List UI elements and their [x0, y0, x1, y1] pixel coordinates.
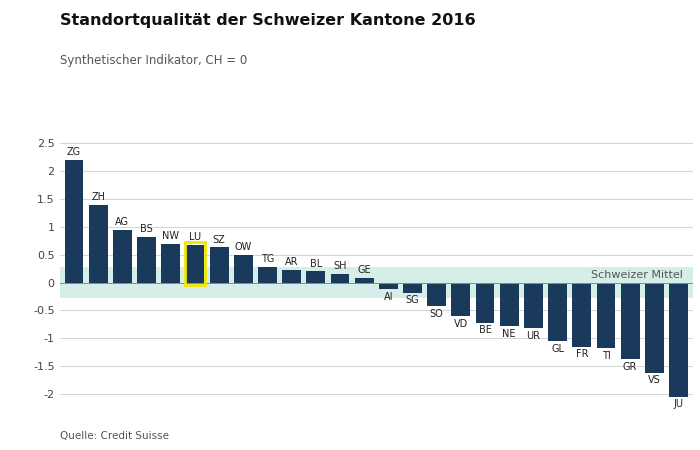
Bar	[452, 283, 470, 316]
Text: TI: TI	[601, 351, 610, 361]
Bar	[307, 271, 326, 283]
Text: ZH: ZH	[91, 192, 105, 202]
Text: AG: AG	[116, 217, 130, 227]
Text: UR: UR	[526, 331, 540, 341]
Text: Standortqualität der Schweizer Kantone 2016: Standortqualität der Schweizer Kantone 2…	[60, 14, 475, 28]
Bar	[282, 270, 301, 283]
Bar	[330, 274, 349, 283]
Text: GL: GL	[551, 344, 564, 354]
Bar	[161, 243, 180, 283]
Bar	[427, 283, 446, 306]
Bar	[524, 283, 542, 328]
Bar	[355, 278, 374, 283]
Bar	[185, 243, 205, 285]
Text: BL: BL	[309, 259, 322, 269]
Bar	[234, 255, 253, 283]
Bar	[500, 283, 519, 326]
Text: Schweizer Mittel: Schweizer Mittel	[592, 270, 683, 280]
Text: NW: NW	[162, 231, 179, 241]
Bar	[645, 283, 664, 373]
Bar	[64, 160, 83, 283]
Text: VD: VD	[454, 319, 468, 328]
Bar	[596, 283, 615, 348]
Bar	[137, 237, 156, 283]
Bar	[475, 283, 494, 323]
Bar	[573, 283, 591, 346]
Bar	[379, 283, 398, 289]
Text: SZ: SZ	[213, 234, 225, 245]
Bar	[403, 283, 422, 293]
Bar	[113, 230, 132, 283]
Text: OW: OW	[234, 242, 252, 252]
Bar	[210, 248, 228, 283]
Text: Synthetischer Indikator, CH = 0: Synthetischer Indikator, CH = 0	[60, 54, 246, 67]
Text: AR: AR	[285, 257, 298, 267]
Bar	[60, 267, 693, 298]
Text: ZG: ZG	[67, 147, 81, 157]
Bar	[258, 267, 277, 283]
Text: TG: TG	[261, 254, 274, 264]
Text: GE: GE	[357, 266, 371, 275]
Bar	[548, 283, 567, 341]
Bar	[621, 283, 640, 360]
Text: BE: BE	[479, 325, 491, 335]
Text: GR: GR	[623, 362, 637, 372]
Text: VS: VS	[648, 375, 661, 386]
Text: SH: SH	[333, 261, 346, 271]
Text: FR: FR	[575, 349, 588, 360]
Text: Quelle: Credit Suisse: Quelle: Credit Suisse	[60, 431, 169, 441]
Bar	[89, 205, 108, 283]
Text: JU: JU	[673, 400, 683, 410]
Text: SG: SG	[406, 295, 419, 306]
Text: AI: AI	[384, 292, 393, 302]
Bar	[669, 283, 688, 396]
Text: NE: NE	[503, 329, 516, 339]
Text: SO: SO	[430, 309, 444, 319]
Bar	[186, 245, 204, 283]
Text: LU: LU	[189, 232, 201, 242]
Text: BS: BS	[140, 224, 153, 234]
